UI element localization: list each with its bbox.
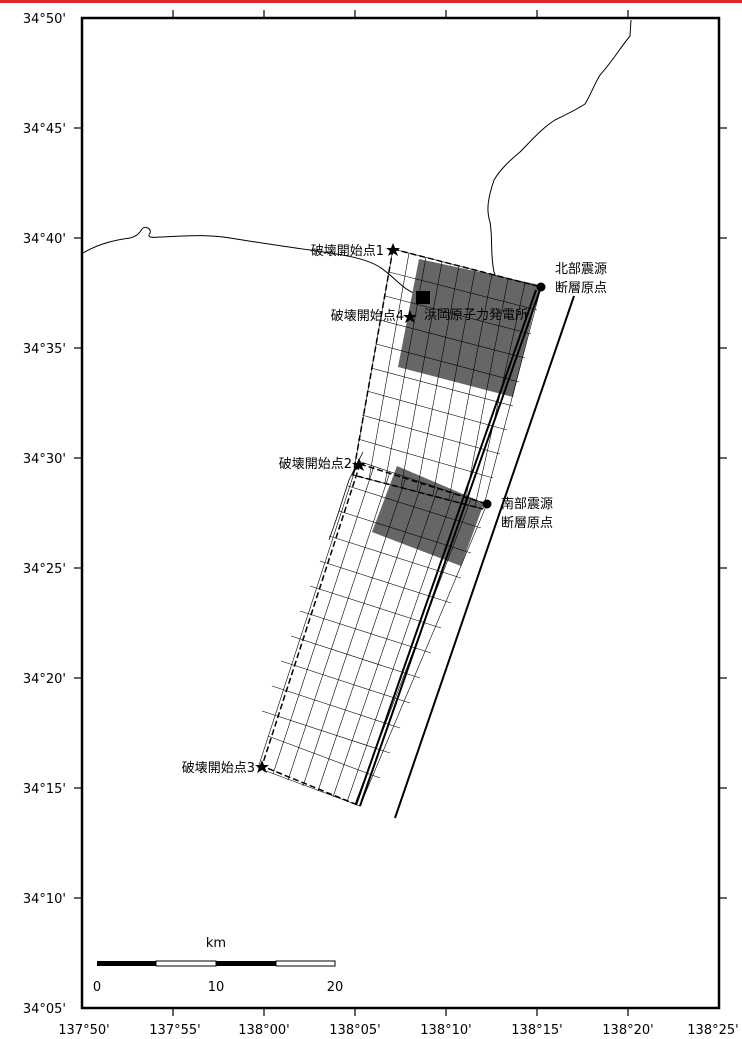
south-origin-label-2: 断層原点 <box>501 516 553 531</box>
lon-label: 137°55' <box>149 1023 200 1038</box>
lat-label: 34°45' <box>23 122 66 137</box>
lat-label: 34°10' <box>23 892 66 907</box>
lon-label: 138°00' <box>238 1023 289 1038</box>
fault-traces <box>355 286 575 819</box>
start1-label: 破壊開始点1 <box>311 244 384 259</box>
right-ticks <box>719 127 727 899</box>
start2-star-icon <box>352 458 366 471</box>
rupture-start-stars <box>255 243 417 773</box>
lat-labels: 34°50' 34°45' 34°40' 34°35' 34°30' 34°25… <box>23 12 66 1017</box>
lat-label: 34°25' <box>23 562 66 577</box>
scale-unit: km <box>206 936 226 951</box>
start3-label: 破壊開始点3 <box>182 761 255 776</box>
lat-label: 34°05' <box>23 1002 66 1017</box>
north-origin-label-2: 断層原点 <box>555 281 607 296</box>
lat-label: 34°40' <box>23 232 66 247</box>
start3-star-icon <box>255 760 269 773</box>
scale-label: 20 <box>327 980 344 995</box>
left-ticks <box>74 127 82 899</box>
river <box>487 19 632 307</box>
scale-seg-4 <box>275 960 336 967</box>
lat-label: 34°30' <box>23 452 66 467</box>
start2-label: 破壊開始点2 <box>279 457 352 472</box>
top-ticks <box>172 10 629 18</box>
north-origin-dot <box>536 282 546 292</box>
scale-seg-3 <box>216 961 276 966</box>
lat-label: 34°35' <box>23 342 66 357</box>
start1-star-icon <box>386 243 400 256</box>
lon-label: 137°50' <box>58 1023 109 1038</box>
power-plant-marker <box>416 291 430 304</box>
lon-labels: 137°50' 137°55' 138°00' 138°05' 138°10' … <box>58 1023 738 1038</box>
lon-label: 138°05' <box>329 1023 380 1038</box>
lat-label: 34°15' <box>23 782 66 797</box>
lon-label: 138°10' <box>420 1023 471 1038</box>
start4-star-icon <box>403 310 417 323</box>
plant-label: 浜岡原子力発電所 <box>424 308 528 323</box>
top-accent-bar <box>0 0 742 3</box>
north-asperity <box>398 259 540 397</box>
south-origin-dot <box>482 499 492 509</box>
scale-label: 10 <box>208 980 225 995</box>
scale-seg-2 <box>155 960 217 967</box>
bottom-ticks <box>172 1008 629 1016</box>
south-origin-label-1: 南部震源 <box>501 496 553 512</box>
scale-label: 0 <box>93 980 101 995</box>
scale-seg-1 <box>97 961 156 966</box>
lon-label: 138°20' <box>602 1023 653 1038</box>
lon-label: 138°15' <box>511 1023 562 1038</box>
lat-label: 34°50' <box>23 12 66 27</box>
scale-bar: km 0 10 20 <box>93 936 343 995</box>
map-frame <box>80 16 721 1010</box>
north-fault-outline <box>352 248 542 510</box>
lon-label: 138°25' <box>687 1023 738 1038</box>
start4-label: 破壊開始点4 <box>331 309 404 324</box>
north-origin-label-1: 北部震源 <box>555 262 607 277</box>
lat-label: 34°20' <box>23 672 66 687</box>
south-asperity <box>372 466 484 566</box>
